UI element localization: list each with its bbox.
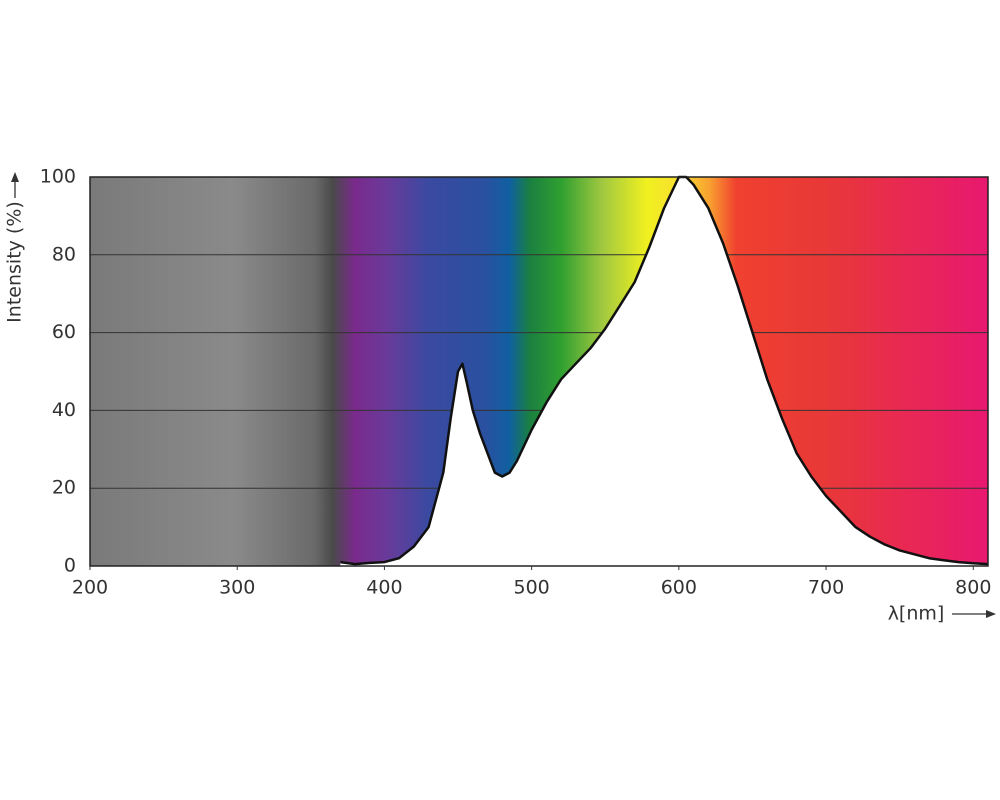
x-tick-label: 800 [955,577,991,599]
y-tick-label: 0 [64,555,76,577]
y-tick-label: 20 [52,477,76,499]
y-axis-label: Intensity (%) [4,201,26,323]
y-tick-label: 80 [52,243,76,265]
y-tick-label: 40 [52,399,76,421]
x-tick-label: 500 [514,577,550,599]
area-fill [340,177,988,566]
x-arrow [952,610,996,618]
y-tick-label: 60 [52,321,76,343]
x-tick-label: 200 [72,577,108,599]
x-tick-label: 700 [808,577,844,599]
spectrum-line [340,175,989,566]
plot-frame [89,176,989,567]
x-tick-label: 600 [661,577,697,599]
x-axis-label: λ[nm] [888,603,945,625]
y-arrow [11,172,19,198]
y-tick-label: 100 [40,166,76,188]
x-tick-label: 400 [366,577,402,599]
x-tick-label: 300 [219,577,255,599]
